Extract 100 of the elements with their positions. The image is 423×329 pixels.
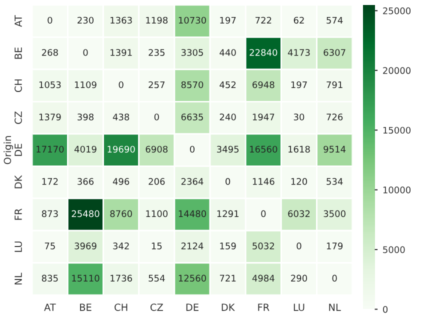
data-label: 1363 xyxy=(110,16,132,24)
data-label: 452 xyxy=(220,81,236,88)
y-tick-label: BE xyxy=(14,48,22,59)
y-tick-label: CZ xyxy=(14,111,22,124)
data-label: 257 xyxy=(148,81,165,88)
data-label: 8570 xyxy=(181,81,204,88)
data-label: 3500 xyxy=(324,210,346,218)
x-tick-label: AT xyxy=(44,304,56,311)
color-bar-label: 0 xyxy=(383,306,388,313)
y-tick-label: CH xyxy=(14,79,22,92)
data-label: 290 xyxy=(291,274,308,282)
data-label: 0 xyxy=(83,49,88,56)
data-label: 6032 xyxy=(288,210,310,218)
data-label: 1291 xyxy=(217,210,238,218)
data-label: 10730 xyxy=(178,16,206,24)
data-label: 721 xyxy=(220,274,236,282)
y-tick-label: DE xyxy=(14,144,22,156)
data-label: 440 xyxy=(220,49,236,56)
data-label: 12560 xyxy=(178,274,206,282)
data-label: 3969 xyxy=(74,242,96,250)
data-label: 438 xyxy=(112,114,130,120)
data-label: 206 xyxy=(148,178,165,185)
data-label: 6908 xyxy=(146,146,168,153)
data-label: 3305 xyxy=(181,49,203,56)
color-bar-label: 15000 xyxy=(383,126,411,134)
data-label: 342 xyxy=(113,242,129,250)
data-label: 1053 xyxy=(39,81,61,88)
data-label: 0 xyxy=(296,242,302,250)
data-label: 16560 xyxy=(250,146,278,153)
data-label: 2364 xyxy=(181,178,204,185)
data-label: 0 xyxy=(118,81,124,88)
data-label: 8760 xyxy=(110,210,132,218)
data-label: 230 xyxy=(78,16,94,24)
data-label: 197 xyxy=(291,81,307,88)
data-label: 1947 xyxy=(252,114,274,120)
x-tick-label: NL xyxy=(329,304,341,311)
data-label: 534 xyxy=(326,178,343,185)
x-tick-label: LU xyxy=(294,304,304,311)
data-label: 1146 xyxy=(252,178,274,185)
data-label: 0 xyxy=(261,210,266,218)
data-label: 120 xyxy=(291,178,308,185)
data-label: 179 xyxy=(326,242,343,250)
x-tick-label: CH xyxy=(114,304,128,311)
data-label: 25480 xyxy=(72,210,100,218)
data-label: 3495 xyxy=(217,146,239,153)
data-label: 0 xyxy=(154,114,159,120)
data-label: 5032 xyxy=(252,242,274,250)
data-label: 873 xyxy=(42,210,58,218)
y-tick-label: FR xyxy=(14,208,22,220)
data-label: 835 xyxy=(42,274,58,282)
data-label: 268 xyxy=(42,49,58,56)
data-label: 6635 xyxy=(181,114,203,120)
y-tick-label: AT xyxy=(14,15,22,27)
data-label: 22840 xyxy=(250,49,278,56)
y-tick-label: NL xyxy=(14,272,22,284)
data-label: 4019 xyxy=(74,146,96,153)
data-label: 14480 xyxy=(178,210,206,218)
data-label: 398 xyxy=(78,114,94,120)
data-label: 17170 xyxy=(36,146,64,153)
data-label: 1618 xyxy=(288,146,310,153)
data-label: 1736 xyxy=(110,274,132,282)
data-label: 722 xyxy=(256,16,272,24)
color-bar-label: 5000 xyxy=(383,246,405,254)
data-label: 9514 xyxy=(324,146,346,153)
data-label: 1391 xyxy=(110,49,132,56)
data-label: 30 xyxy=(294,114,304,120)
data-label: 240 xyxy=(220,114,236,120)
data-label: 496 xyxy=(112,178,130,185)
data-label: 4984 xyxy=(252,274,274,282)
data-label: 6307 xyxy=(324,49,346,56)
data-label: 1109 xyxy=(75,81,96,88)
y-axis-title: Origin xyxy=(4,136,14,164)
data-label: 2124 xyxy=(181,242,204,250)
data-label: 62 xyxy=(294,16,304,24)
data-label: 159 xyxy=(220,242,236,250)
data-label: 0 xyxy=(190,146,195,153)
color-bar-label: 20000 xyxy=(383,67,411,74)
data-label: 574 xyxy=(326,16,343,24)
data-label: 726 xyxy=(326,114,343,120)
data-label: 197 xyxy=(220,16,236,24)
data-label: 1379 xyxy=(39,114,61,120)
x-tick-label: FR xyxy=(258,304,270,311)
data-label: 0 xyxy=(226,178,230,185)
x-tick-label: BE xyxy=(80,304,92,311)
x-tick-label: DE xyxy=(186,304,198,311)
x-tick-label: CZ xyxy=(150,304,163,311)
data-label: 172 xyxy=(42,178,58,185)
data-label: 15110 xyxy=(72,274,100,282)
data-label: 235 xyxy=(148,49,164,56)
data-label: 1198 xyxy=(146,16,168,24)
data-label: 1100 xyxy=(146,210,168,218)
color-bar-label: 25000 xyxy=(383,7,411,14)
data-label: 554 xyxy=(148,274,165,282)
data-label: 15 xyxy=(152,242,162,250)
data-label: 19690 xyxy=(108,146,135,153)
y-tick-label: DK xyxy=(14,175,22,188)
data-label: 4173 xyxy=(288,49,310,56)
data-label: 75 xyxy=(44,242,55,250)
x-tick-label: DK xyxy=(222,304,235,311)
data-label: 791 xyxy=(326,81,342,88)
